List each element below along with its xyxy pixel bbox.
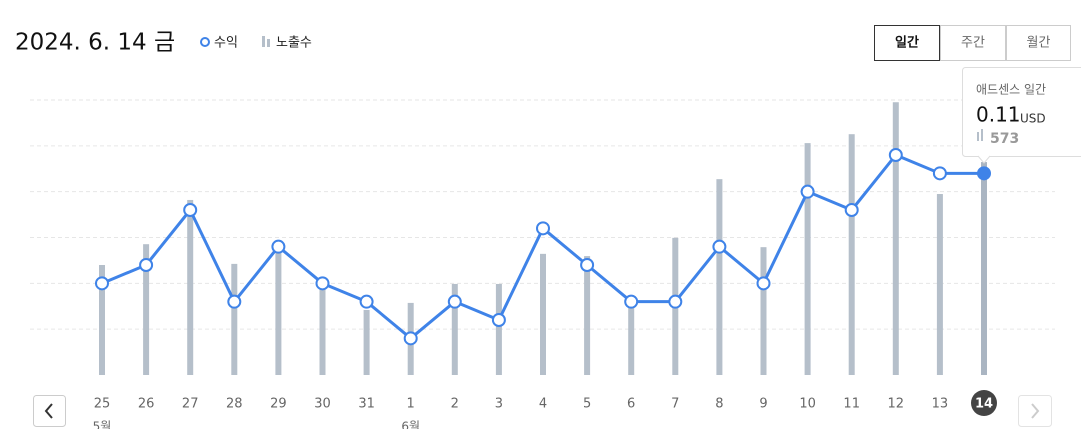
x-tick-label: 9 xyxy=(759,397,767,412)
tooltip-icon xyxy=(981,129,983,141)
x-tick-label: 8 xyxy=(715,397,723,412)
point xyxy=(493,314,505,326)
legend-icon xyxy=(262,36,265,47)
x-tick-label: 3 xyxy=(495,397,503,412)
point xyxy=(846,204,858,216)
x-tick-label: 13 xyxy=(932,397,949,412)
tab-label[interactable]: 일간 xyxy=(895,35,919,51)
x-tick-label: 30 xyxy=(314,397,331,412)
month-label: 6월 xyxy=(401,420,420,430)
point xyxy=(669,296,681,308)
x-tick-label: 28 xyxy=(226,397,243,412)
tooltip-impressions: 573 xyxy=(990,131,1019,147)
x-tick-label: 11 xyxy=(843,397,860,412)
x-tick-label: 10 xyxy=(799,397,816,412)
bar xyxy=(231,264,237,375)
bar xyxy=(364,310,370,375)
bar xyxy=(275,250,281,375)
bar xyxy=(320,280,326,375)
prev-button[interactable] xyxy=(34,396,66,427)
point xyxy=(581,259,593,271)
x-tick-label: 5 xyxy=(583,397,591,412)
point xyxy=(228,296,240,308)
point xyxy=(96,277,108,289)
bar xyxy=(805,143,811,375)
bar xyxy=(981,162,987,375)
bar xyxy=(761,247,767,375)
x-tick-label: 14 xyxy=(975,397,993,412)
bar xyxy=(628,300,634,375)
x-tick-label: 25 xyxy=(94,397,111,412)
tab-label[interactable]: 월간 xyxy=(1027,36,1051,51)
tab-label[interactable]: 주간 xyxy=(961,36,985,51)
bar xyxy=(893,102,899,375)
point xyxy=(449,296,461,308)
point xyxy=(625,296,637,308)
point xyxy=(713,241,725,253)
x-tick-label: 4 xyxy=(539,397,547,412)
point xyxy=(890,149,902,161)
bar xyxy=(187,200,193,375)
legend-icon xyxy=(267,39,270,47)
x-tick-label: 27 xyxy=(182,397,199,412)
month-label: 5월 xyxy=(93,420,112,430)
point xyxy=(184,204,196,216)
tooltip-value: 0.11 xyxy=(976,103,1021,127)
legend-label: 노출수 xyxy=(276,36,312,51)
point xyxy=(978,167,990,179)
x-tick-label: 26 xyxy=(138,397,155,412)
x-tick-label: 29 xyxy=(270,397,287,412)
next-button[interactable] xyxy=(1019,396,1052,427)
bar xyxy=(584,256,590,375)
point xyxy=(361,296,373,308)
point xyxy=(537,222,549,234)
point xyxy=(934,167,946,179)
bar xyxy=(496,284,502,375)
bar xyxy=(716,179,722,375)
x-tick-label: 1 xyxy=(407,397,415,412)
point xyxy=(405,332,417,344)
tooltip-icon xyxy=(977,132,979,141)
point xyxy=(317,277,329,289)
point xyxy=(272,241,284,253)
x-tick-label: 6 xyxy=(627,397,635,412)
point xyxy=(802,186,814,198)
x-tick-label: 12 xyxy=(888,397,905,412)
bar xyxy=(849,134,855,375)
legend-label: 수익 xyxy=(214,36,238,51)
x-tick-label: 7 xyxy=(671,397,679,412)
x-tick-label: 2 xyxy=(451,397,459,412)
tooltip-title: 애드센스 일간 xyxy=(976,83,1046,97)
point xyxy=(758,277,770,289)
bar xyxy=(937,194,943,375)
x-tick-label: 31 xyxy=(358,397,375,412)
date-title: 2024. 6. 14 금 xyxy=(15,30,175,56)
legend-icon xyxy=(201,38,209,46)
bar xyxy=(540,254,546,375)
point xyxy=(140,259,152,271)
tooltip-unit: USD xyxy=(1020,112,1046,126)
tooltip-arrow xyxy=(978,156,990,163)
